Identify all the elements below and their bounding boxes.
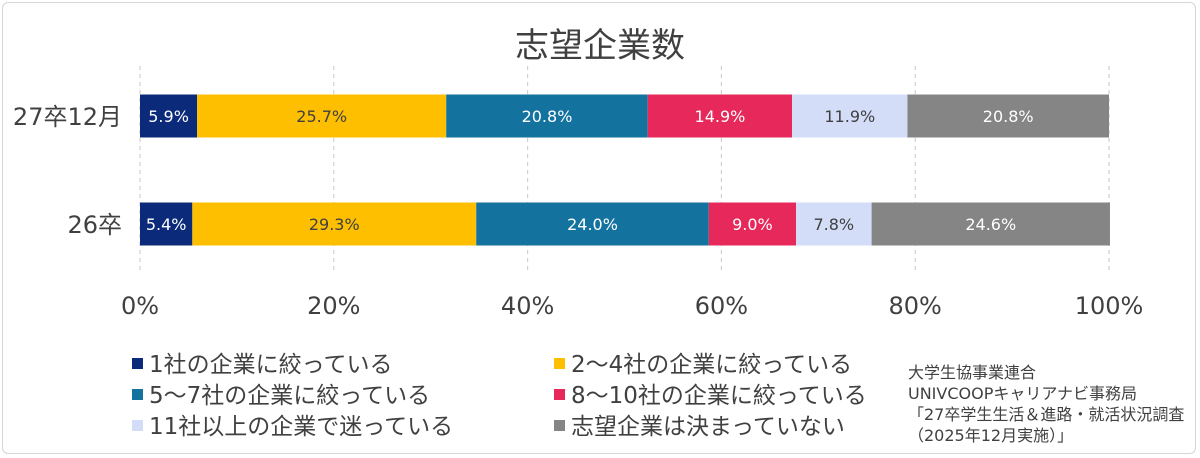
x-tick-label: 60%	[695, 292, 748, 320]
data-label: 11.9%	[824, 107, 875, 126]
data-label: 14.9%	[695, 107, 746, 126]
legend-item: 2～4社の企業に絞っている	[554, 345, 852, 379]
legend-item: 1社の企業に絞っている	[132, 345, 392, 379]
legend-swatch	[554, 420, 565, 431]
legend-item: 5～7社の企業に絞っている	[132, 376, 430, 410]
data-label: 5.9%	[148, 107, 189, 126]
bar-segment	[476, 202, 709, 246]
legend-item: 志望企業は決まっていない	[554, 407, 845, 441]
data-label: 7.8%	[813, 215, 854, 234]
data-label: 20.8%	[522, 107, 573, 126]
legend-label: 11社以上の企業で迷っている	[149, 414, 454, 440]
bar-segment	[446, 94, 648, 138]
legend-item: 8～10社の企業に絞っている	[554, 376, 867, 410]
data-label: 20.8%	[983, 107, 1034, 126]
legend-swatch	[132, 389, 143, 400]
x-tick-label: 100%	[1075, 292, 1144, 320]
legend-swatch	[554, 358, 565, 369]
chart-title: 志望企業数	[515, 26, 685, 66]
source-line: 「27卒学生生活＆進路・就活状況調査	[908, 405, 1185, 424]
source-note: 大学生協事業連合 UNIVCOOPキャリアナビ事務局 「27卒学生生活＆進路・就…	[908, 362, 1184, 446]
bar-segment	[708, 202, 797, 246]
bar-segment	[197, 94, 447, 138]
bar-segment	[796, 202, 872, 246]
data-label: 25.7%	[296, 107, 347, 126]
bar-segment	[871, 202, 1110, 246]
source-line: （2025年12月実施）」	[908, 426, 1074, 445]
bar-segment	[192, 202, 477, 246]
data-label: 24.6%	[965, 215, 1016, 234]
bar-segment	[792, 94, 908, 138]
legend-label: 5～7社の企業に絞っている	[149, 383, 431, 409]
bar-segment	[647, 94, 793, 138]
legend-swatch	[132, 420, 143, 431]
category-label: 27卒12月	[13, 103, 122, 131]
x-tick-label: 20%	[307, 292, 360, 320]
x-tick-label: 0%	[121, 292, 159, 320]
source-line: UNIVCOOPキャリアナビ事務局	[908, 384, 1138, 403]
legend-label: 2～4社の企業に絞っている	[571, 352, 853, 378]
legend-label: 1社の企業に絞っている	[149, 352, 393, 378]
data-label: 5.4%	[146, 215, 187, 234]
legend-swatch	[554, 389, 565, 400]
legend-item: 11社以上の企業で迷っている	[132, 407, 453, 441]
source-line: 大学生協事業連合	[908, 363, 1037, 382]
data-label: 9.0%	[732, 215, 773, 234]
stacked-bar-plot: 0% 20% 40% 60% 80% 100% 27卒12月 26卒 5.9% 25.7% 20.8…	[13, 66, 1144, 320]
legend-swatch	[132, 358, 143, 369]
bar-segment	[140, 94, 198, 138]
legend-label: 8～10社の企業に絞っている	[571, 383, 867, 409]
x-tick-label: 40%	[501, 292, 554, 320]
data-label: 29.3%	[309, 215, 360, 234]
category-label: 26卒	[67, 211, 122, 239]
bar-segment	[140, 202, 193, 246]
data-label: 24.0%	[567, 215, 618, 234]
legend-label: 志望企業は決まっていない	[571, 414, 845, 440]
x-tick-label: 80%	[889, 292, 942, 320]
bar-segment	[907, 94, 1109, 138]
